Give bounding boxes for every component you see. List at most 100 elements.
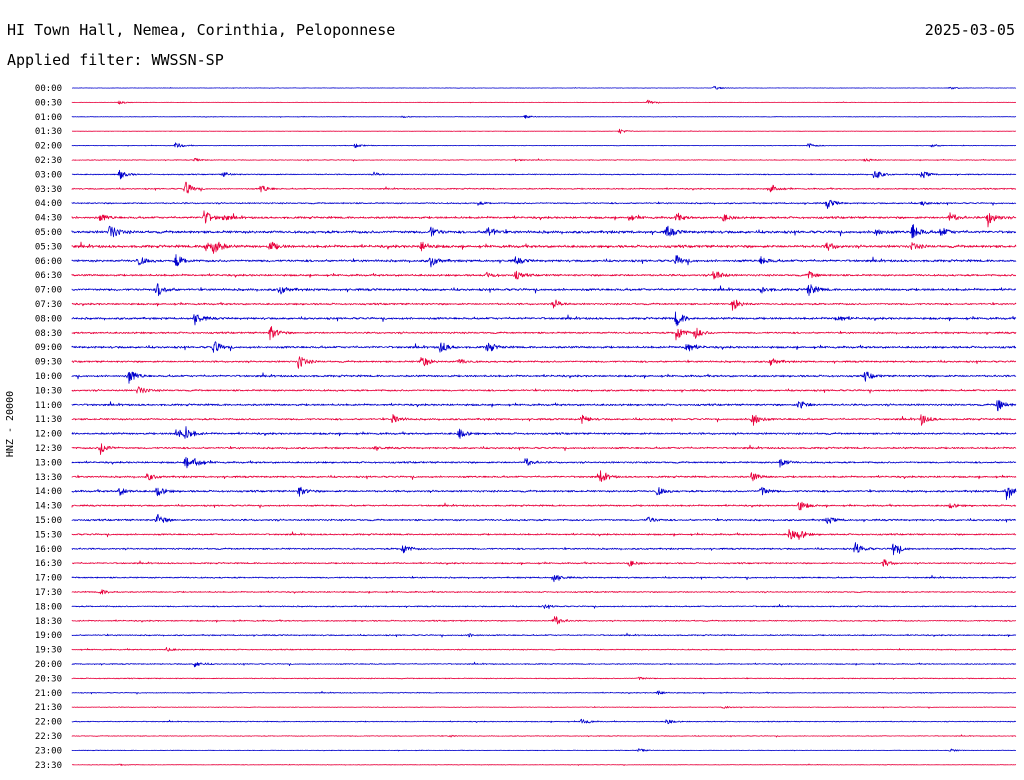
trace-line: [71, 604, 1017, 610]
time-label: 13:30: [35, 473, 62, 483]
trace-line: [71, 501, 1017, 511]
time-label: 09:30: [35, 358, 62, 368]
record-date: 2025-03-05: [924, 21, 1015, 39]
time-label: 10:30: [35, 386, 62, 396]
trace-line: [71, 254, 1017, 268]
trace-line: [71, 529, 1017, 540]
time-label: 00:00: [35, 84, 62, 94]
trace-line: [71, 632, 1017, 638]
trace-line: [71, 443, 1017, 455]
time-label: 22:00: [35, 718, 62, 728]
time-label: 19:30: [35, 646, 62, 656]
trace-line: [71, 371, 1017, 384]
time-label: 18:30: [35, 617, 62, 627]
time-label: 09:00: [35, 343, 62, 353]
filter-label: Applied filter: WWSSN-SP: [7, 51, 224, 69]
station-title: HI Town Hall, Nemea, Corinthia, Peloponn…: [7, 21, 396, 39]
trace-line: [71, 763, 1017, 766]
time-label: 05:30: [35, 242, 62, 252]
trace-line: [71, 748, 1016, 752]
trace-line: [71, 99, 1016, 105]
time-label: 12:30: [35, 444, 62, 454]
trace-line: [71, 616, 1016, 625]
time-label: 14:30: [35, 502, 62, 512]
trace-line: [71, 283, 1017, 297]
time-label: 18:00: [35, 602, 62, 612]
trace-line: [71, 199, 1017, 209]
time-label: 00:30: [35, 98, 62, 108]
time-label: 02:30: [35, 156, 62, 166]
time-label: 08:30: [35, 329, 62, 339]
time-label: 16:30: [35, 559, 62, 569]
time-label: 02:00: [35, 142, 62, 152]
time-label: 04:00: [35, 199, 62, 209]
trace-line: [71, 241, 1017, 254]
time-label: 17:30: [35, 588, 62, 598]
trace-line: [71, 210, 1017, 228]
trace-line: [71, 399, 1017, 412]
trace-line: [71, 690, 1017, 695]
trace-line: [71, 386, 1017, 394]
time-label: 05:00: [35, 228, 62, 238]
trace-line: [71, 676, 1017, 681]
time-label: 23:00: [35, 746, 62, 756]
time-label: 08:00: [35, 314, 62, 324]
time-label: 06:30: [35, 271, 62, 281]
time-label: 13:00: [35, 458, 62, 468]
trace-line: [71, 647, 1016, 652]
trace-line: [71, 574, 1017, 583]
time-labels: 00:00 00:30 01:00 01:30 02:00 02:30 03:00 03:30…: [35, 84, 62, 771]
time-label: 17:00: [35, 574, 62, 584]
trace-line: [71, 734, 1017, 738]
time-label: 07:30: [35, 300, 62, 310]
time-label: 07:00: [35, 286, 62, 296]
trace-line: [71, 414, 1017, 426]
trace-lines: [71, 85, 1017, 766]
time-label: 21:30: [35, 703, 62, 713]
trace-line: [71, 356, 1017, 369]
time-label: 12:00: [35, 430, 62, 440]
trace-line: [71, 470, 1017, 482]
trace-line: [71, 661, 1017, 668]
time-label: 11:00: [35, 401, 62, 411]
time-label: 15:00: [35, 516, 62, 526]
trace-line: [71, 326, 1017, 341]
time-label: 15:30: [35, 530, 62, 540]
time-label: 06:00: [35, 257, 62, 267]
trace-line: [71, 456, 1017, 469]
trace-line: [71, 142, 1017, 149]
time-label: 04:30: [35, 214, 62, 224]
trace-line: [71, 705, 1017, 709]
trace-line: [71, 486, 1017, 501]
trace-line: [71, 114, 1017, 119]
trace-line: [71, 181, 1017, 194]
trace-line: [71, 224, 1017, 239]
trace-line: [71, 426, 1017, 439]
time-label: 01:00: [35, 113, 62, 123]
time-label: 11:30: [35, 415, 62, 425]
trace-line: [71, 311, 1017, 327]
trace-line: [71, 299, 1017, 311]
time-label: 10:00: [35, 372, 62, 382]
time-label: 03:00: [35, 170, 62, 180]
time-label: 23:30: [35, 761, 62, 771]
time-label: 21:00: [35, 689, 62, 699]
time-label: 22:30: [35, 732, 62, 742]
time-label: 20:30: [35, 674, 62, 684]
time-label: 03:30: [35, 185, 62, 195]
time-label: 16:00: [35, 545, 62, 555]
trace-line: [71, 128, 1017, 134]
trace-line: [71, 157, 1017, 162]
trace-line: [71, 85, 1017, 90]
time-label: 01:30: [35, 127, 62, 137]
trace-line: [71, 542, 1016, 556]
trace-line: [71, 341, 1017, 353]
trace-line: [71, 169, 1017, 180]
time-label: 19:00: [35, 631, 62, 641]
trace-line: [71, 718, 1017, 725]
trace-line: [71, 589, 1017, 595]
time-label: 14:00: [35, 487, 62, 497]
trace-line: [71, 513, 1016, 524]
time-label: 20:00: [35, 660, 62, 670]
